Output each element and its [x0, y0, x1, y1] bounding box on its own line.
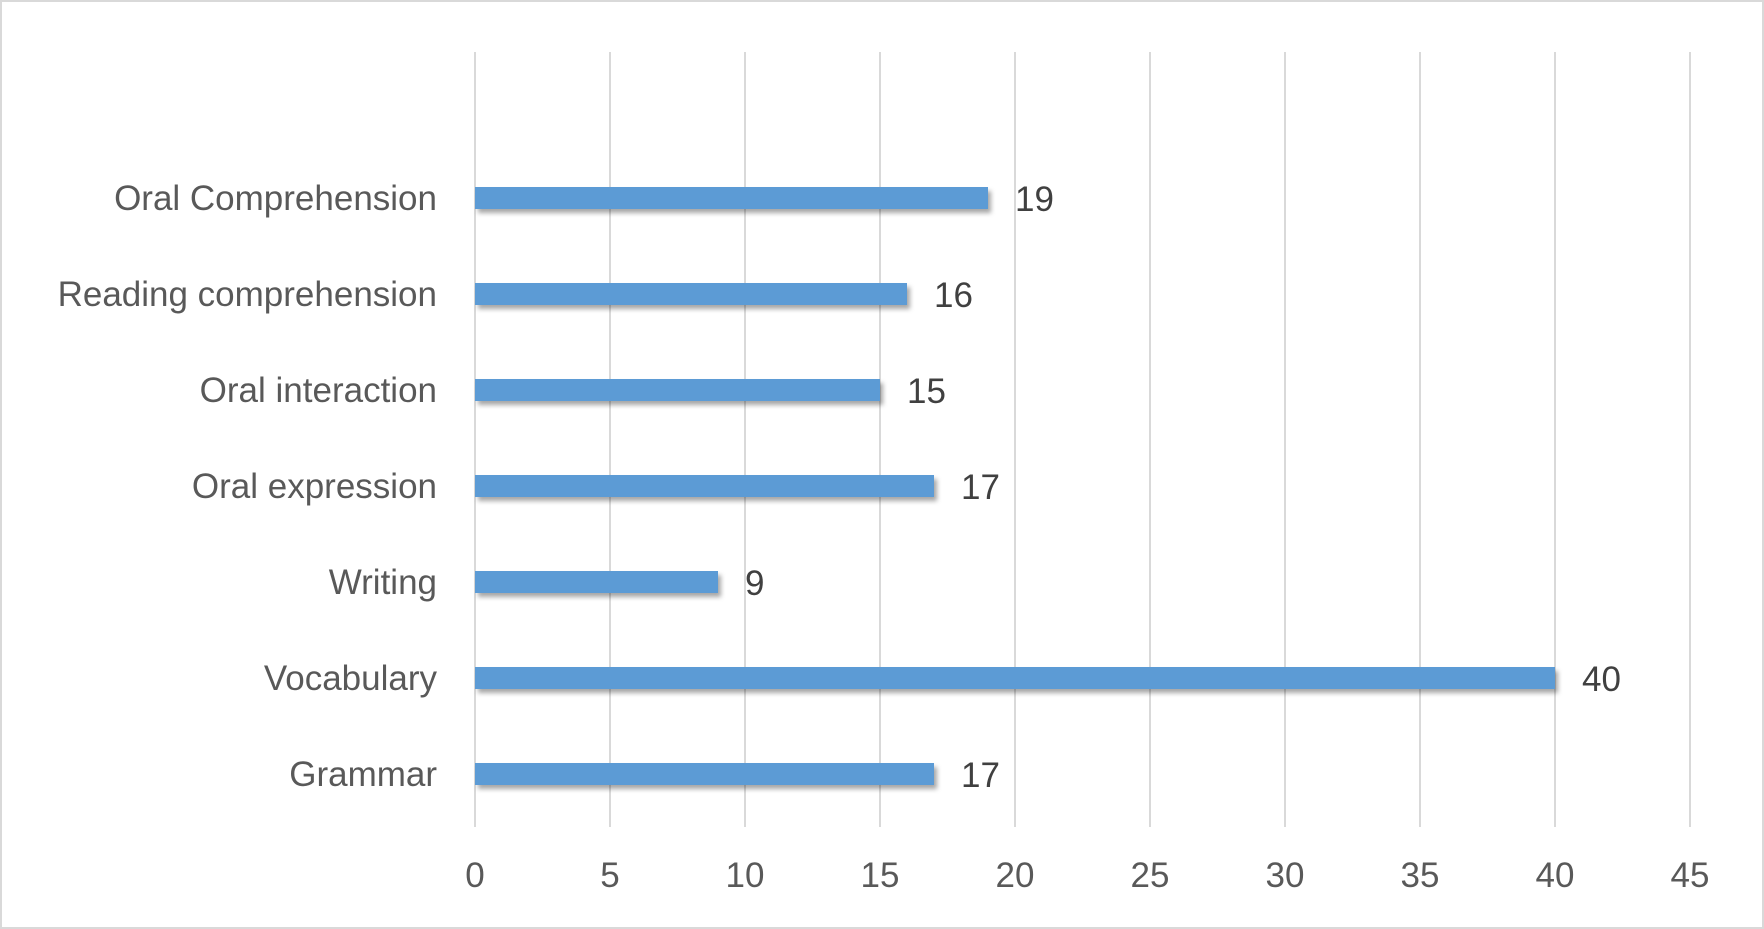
data-label: 17	[961, 468, 1000, 507]
category-label: Vocabulary	[264, 659, 438, 698]
bar	[475, 667, 1555, 689]
x-tick-label: 5	[600, 856, 619, 895]
category-label: Grammar	[289, 755, 437, 794]
category-label: Oral expression	[192, 467, 437, 506]
x-tick-label: 35	[1401, 856, 1440, 895]
x-tick-label: 0	[465, 856, 484, 895]
data-label: 17	[961, 756, 1000, 795]
category-label: Oral interaction	[200, 371, 437, 410]
bar	[475, 475, 934, 497]
data-label: 9	[745, 564, 764, 603]
data-label: 19	[1015, 180, 1054, 219]
x-tick-label: 30	[1266, 856, 1305, 895]
bar	[475, 763, 934, 785]
bars	[475, 187, 1555, 785]
data-label: 16	[934, 276, 973, 315]
data-label: 15	[907, 372, 946, 411]
category-label: Writing	[329, 563, 437, 602]
category-label: Reading comprehension	[58, 275, 437, 314]
x-tick-label: 45	[1671, 856, 1710, 895]
x-tick-label: 25	[1131, 856, 1170, 895]
labels: 0 5 10 15 20 25 30 35 40 45 Oral Comprehension 19 Re…	[58, 179, 1710, 895]
x-tick-label: 15	[861, 856, 900, 895]
bar	[475, 283, 907, 305]
bar	[475, 379, 880, 401]
x-tick-label: 20	[996, 856, 1035, 895]
gridlines	[474, 52, 1691, 827]
data-label: 40	[1582, 660, 1621, 699]
bar	[475, 187, 988, 209]
bar	[475, 571, 718, 593]
x-tick-label: 10	[726, 856, 765, 895]
category-label: Oral Comprehension	[114, 179, 437, 218]
x-tick-label: 40	[1536, 856, 1575, 895]
